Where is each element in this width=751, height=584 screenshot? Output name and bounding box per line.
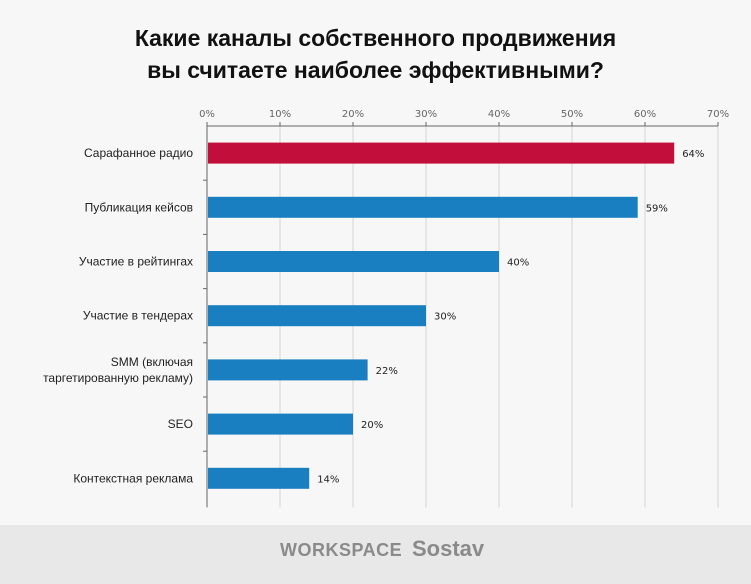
category-label: Участие в рейтингах bbox=[79, 255, 193, 269]
x-tick-label: 30% bbox=[415, 109, 437, 120]
x-tick-label: 70% bbox=[707, 109, 729, 120]
category-label: Участие в тендерах bbox=[83, 309, 193, 323]
footer bbox=[0, 525, 751, 584]
data-label: 20% bbox=[361, 420, 383, 431]
data-label: 22% bbox=[376, 366, 398, 377]
x-tick-label: 40% bbox=[488, 109, 510, 120]
x-tick-label: 50% bbox=[561, 109, 583, 120]
data-label: 59% bbox=[646, 203, 668, 214]
sostav-logo: Sostav bbox=[412, 536, 485, 561]
category-label: Публикация кейсов bbox=[85, 200, 193, 214]
data-label: 14% bbox=[317, 474, 339, 485]
bar bbox=[208, 305, 426, 327]
workspace-logo: WORKSPACE bbox=[280, 540, 403, 560]
x-tick-label: 60% bbox=[634, 109, 656, 120]
title-line-2: вы считаете наиболее эффективными? bbox=[147, 57, 604, 83]
data-label: 64% bbox=[682, 149, 704, 160]
category-label: Контекстная реклама bbox=[73, 471, 193, 485]
bar bbox=[208, 359, 368, 381]
category-label: SEO bbox=[168, 417, 193, 431]
bar bbox=[208, 413, 353, 435]
bar-chart: 0% 10% 20% 30% 40% 50% 60% 70% 64% Сарафанное рад… bbox=[43, 109, 729, 508]
category-label: SMM (включая таргетированную рекламу) bbox=[43, 355, 193, 385]
chart-title: Какие каналы собственного продвижения вы… bbox=[0, 22, 751, 86]
data-label: 30% bbox=[434, 312, 456, 323]
title-line-1: Какие каналы собственного продвижения bbox=[134, 25, 617, 51]
category-label: Сарафанное радио bbox=[84, 146, 193, 160]
data-label: 40% bbox=[507, 258, 529, 269]
bar bbox=[208, 467, 310, 489]
bar bbox=[208, 142, 675, 164]
bar bbox=[208, 251, 499, 272]
bar bbox=[208, 196, 638, 218]
x-tick-label: 10% bbox=[269, 109, 291, 120]
x-tick-label: 0% bbox=[199, 109, 215, 120]
x-tick-label: 20% bbox=[342, 109, 364, 120]
